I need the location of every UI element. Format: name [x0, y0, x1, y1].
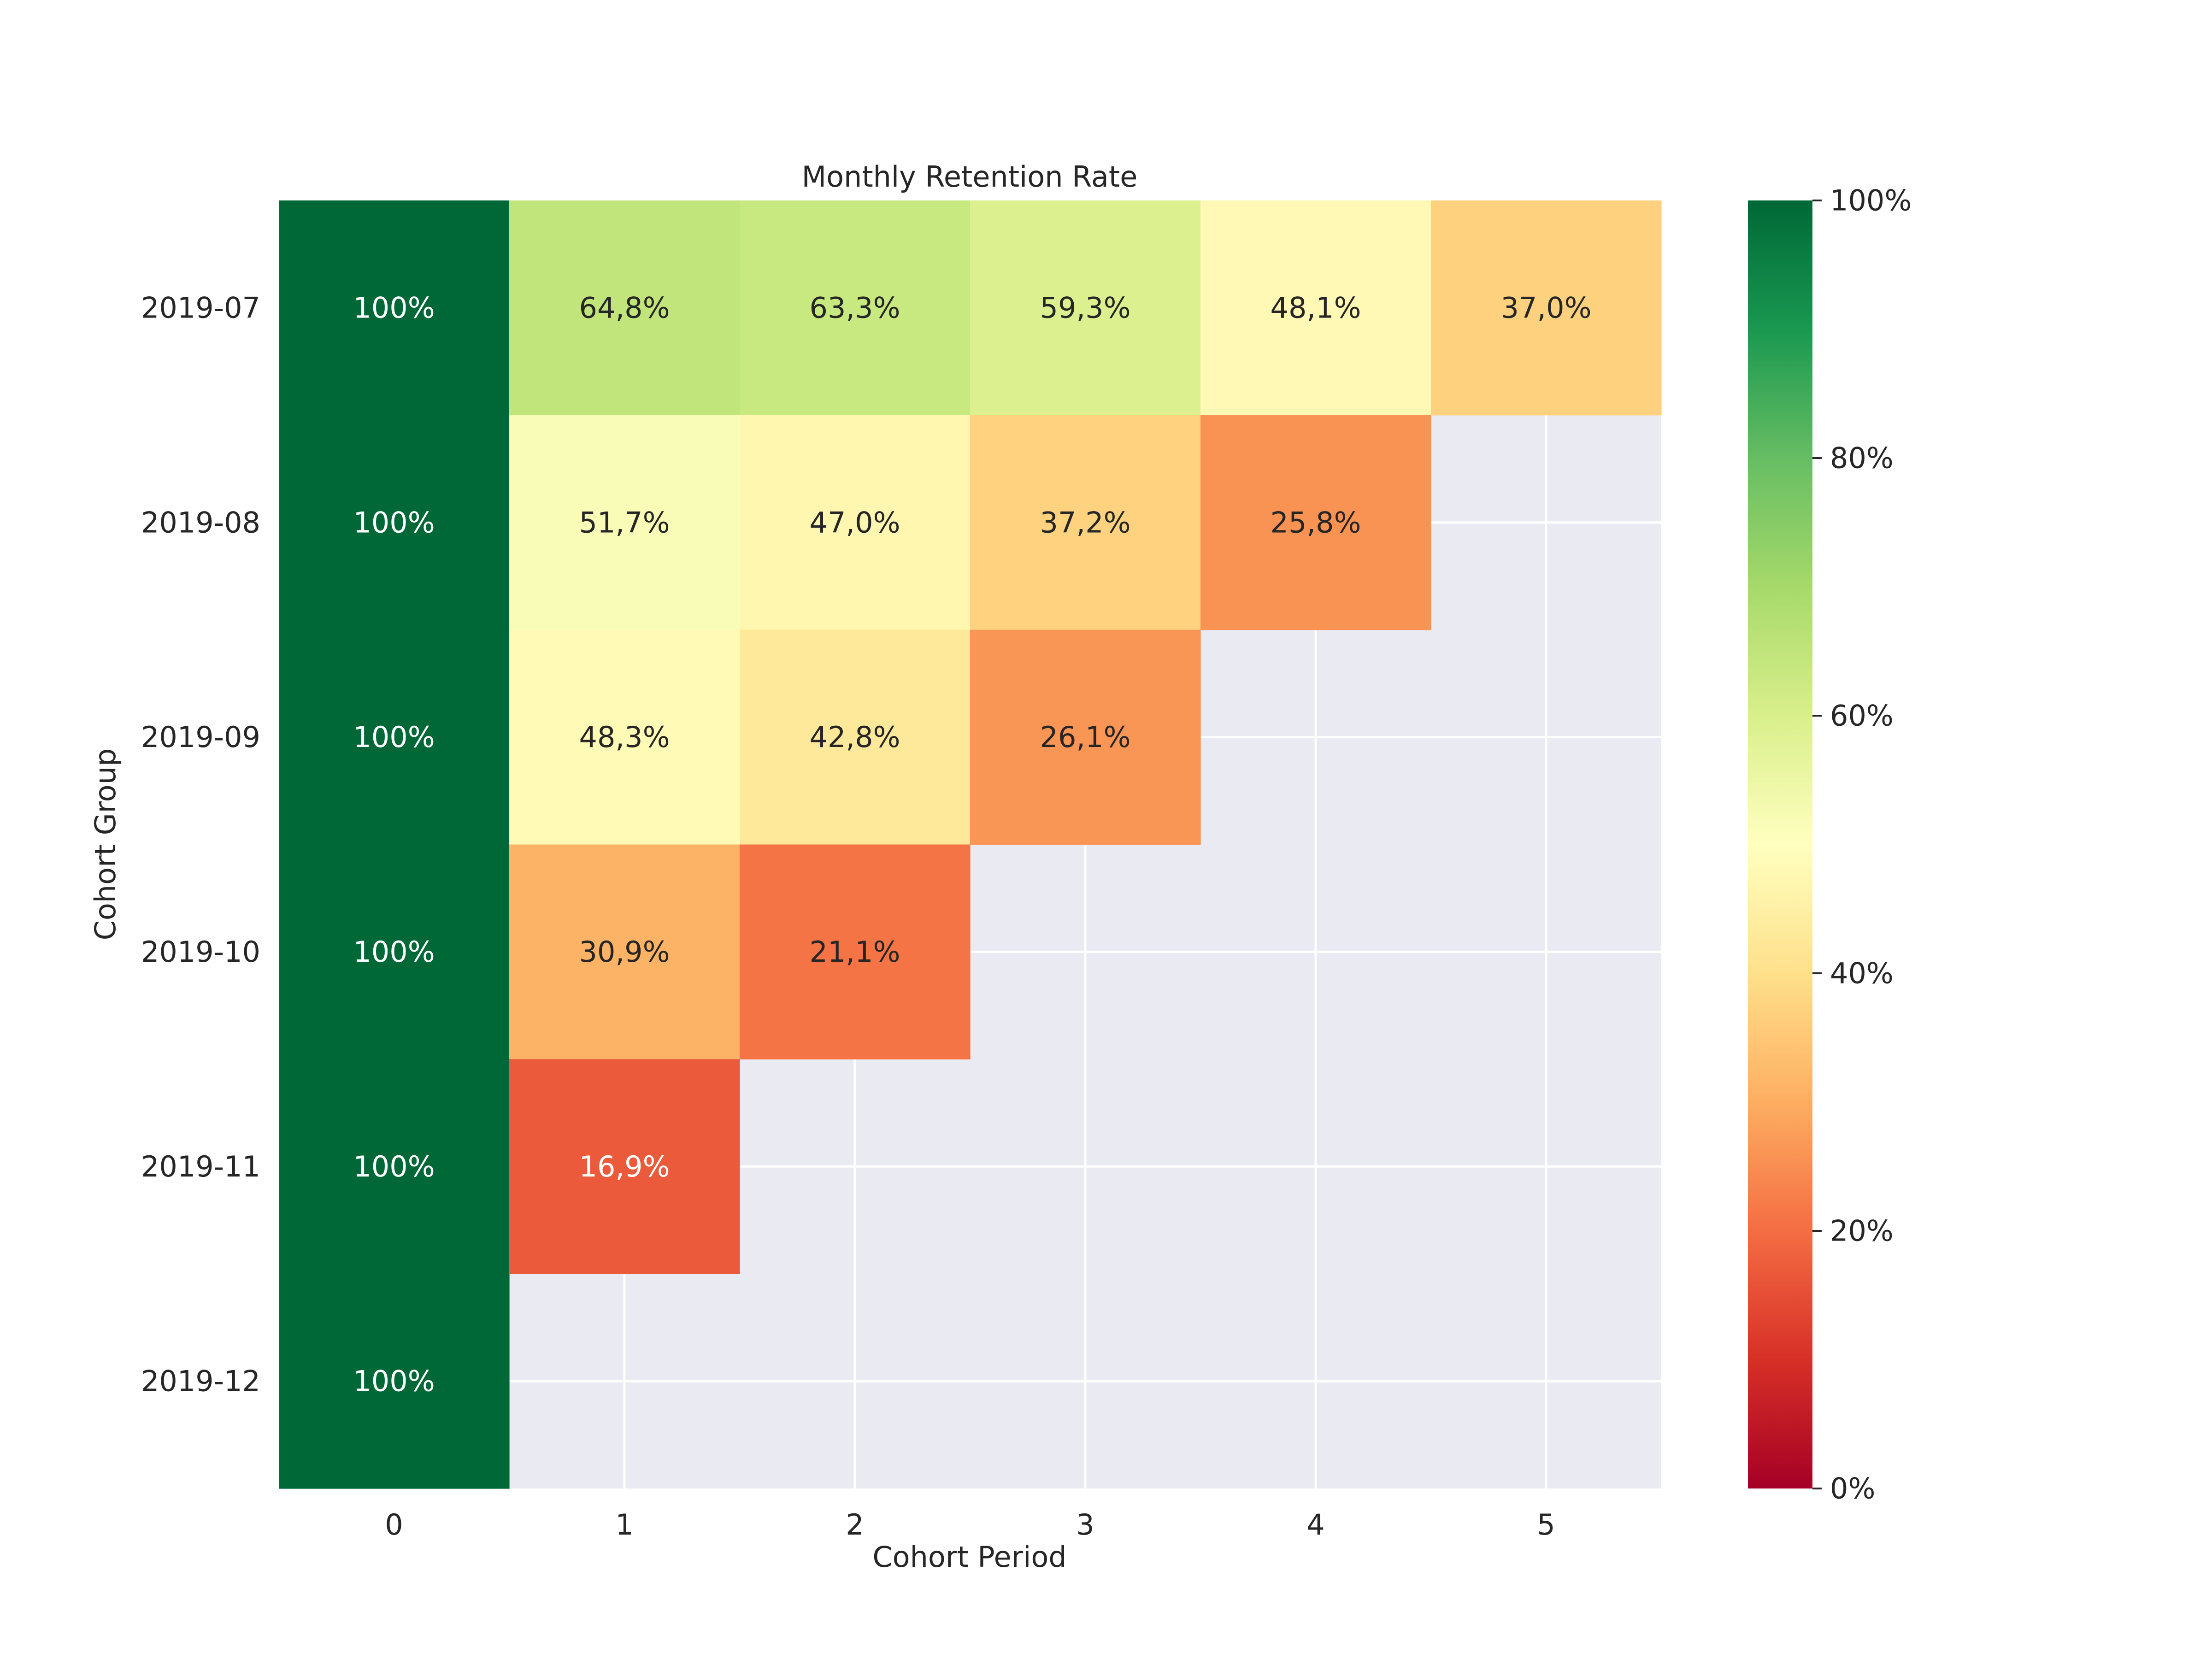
- cell-value-label: 100%: [353, 720, 435, 754]
- x-axis-label: Cohort Period: [872, 1540, 1066, 1574]
- cell-value-label: 21,1%: [810, 935, 900, 969]
- cell-value-label: 48,1%: [1271, 291, 1361, 324]
- cell-value-label: 100%: [353, 1365, 435, 1398]
- cell-value-label: 16,9%: [579, 1150, 670, 1183]
- y-axis-label: Cohort Group: [88, 748, 122, 941]
- colorbar: [1748, 200, 1812, 1488]
- heatmap-cell: [740, 415, 971, 630]
- y-tick-label: 2019-12: [141, 1365, 260, 1398]
- heatmap-cells: [279, 200, 1662, 1489]
- heatmap-cell: [279, 415, 510, 630]
- x-tick-label: 4: [1306, 1508, 1324, 1541]
- cell-value-label: 64,8%: [579, 291, 670, 324]
- y-tick-label: 2019-08: [141, 506, 260, 539]
- heatmap-cell: [279, 629, 510, 845]
- heatmap-cell: [509, 1059, 740, 1274]
- cell-value-label: 48,3%: [579, 720, 670, 754]
- y-axis-ticks: 2019-07 2019-08 2019-09 2019-10 2019-11 2019-…: [141, 291, 260, 1398]
- cell-value-label: 100%: [353, 506, 435, 539]
- heatmap-cell: [1200, 200, 1431, 416]
- cell-value-label: 25,8%: [1271, 506, 1361, 539]
- heatmap-cell: [1431, 200, 1662, 416]
- heatmap-cell: [740, 200, 971, 416]
- cell-value-label: 100%: [353, 1150, 435, 1183]
- cell-value-label: 37,0%: [1501, 291, 1592, 324]
- x-tick-label: 0: [385, 1508, 403, 1541]
- cell-value-label: 63,3%: [810, 291, 900, 324]
- heatmap-cell-labels: 100% 64,8% 63,3% 59,3% 48,1% 37,0% 100% 51,7% 47…: [353, 291, 1591, 1398]
- heatmap-cell: [279, 1274, 510, 1489]
- cell-value-label: 42,8%: [810, 720, 900, 754]
- cell-value-label: 47,0%: [810, 506, 900, 539]
- colorbar-tick-label: 40%: [1830, 957, 1894, 990]
- colorbar-tick-label: 60%: [1830, 699, 1894, 733]
- x-tick-label: 3: [1076, 1508, 1094, 1541]
- colorbar-ticks: 0% 20% 40% 60% 80% 100%: [1812, 184, 1912, 1506]
- heatmap-cell: [970, 629, 1201, 845]
- cell-value-label: 30,9%: [579, 935, 670, 969]
- cell-value-label: 37,2%: [1040, 506, 1131, 539]
- heatmap-cell: [740, 629, 971, 845]
- cell-value-label: 51,7%: [579, 506, 670, 539]
- heatmap-cell: [1200, 415, 1431, 630]
- heatmap-cell: [970, 415, 1201, 630]
- cell-value-label: 100%: [353, 291, 435, 324]
- cell-value-label: 100%: [353, 935, 435, 969]
- colorbar-tick-label: 100%: [1830, 184, 1912, 218]
- heatmap-cell: [740, 844, 971, 1059]
- colorbar-tick-label: 0%: [1830, 1472, 1875, 1506]
- heatmap-cell: [279, 844, 510, 1059]
- heatmap-cell: [279, 1059, 510, 1274]
- y-tick-label: 2019-11: [141, 1150, 260, 1183]
- cell-value-label: 26,1%: [1040, 720, 1131, 754]
- heatmap-cell: [509, 844, 740, 1059]
- heatmap-cell: [509, 200, 740, 416]
- colorbar-tick-label: 20%: [1830, 1214, 1894, 1248]
- y-tick-label: 2019-10: [141, 935, 260, 969]
- cell-value-label: 59,3%: [1040, 291, 1131, 324]
- chart-title: Monthly Retention Rate: [802, 160, 1138, 194]
- heatmap-cell: [970, 200, 1201, 416]
- x-tick-label: 2: [846, 1508, 864, 1541]
- colorbar-tick-label: 80%: [1830, 441, 1894, 475]
- x-tick-label: 5: [1537, 1508, 1555, 1541]
- x-tick-label: 1: [615, 1508, 633, 1541]
- y-tick-label: 2019-07: [141, 291, 260, 324]
- heatmap-cell: [279, 200, 510, 416]
- y-tick-label: 2019-09: [141, 720, 260, 754]
- x-axis-ticks: 0 1 2 3 4 5: [385, 1508, 1555, 1541]
- heatmap-cell: [509, 415, 740, 630]
- heatmap-cell: [509, 629, 740, 845]
